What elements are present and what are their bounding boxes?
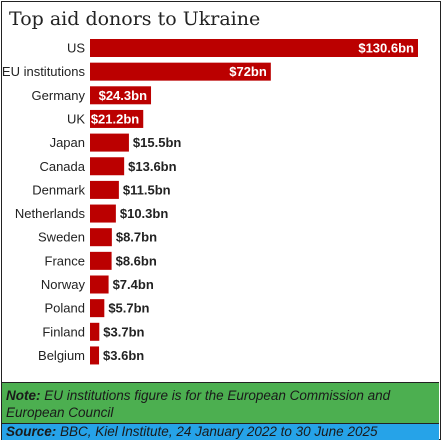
category-label: Canada [39, 159, 85, 174]
value-label: $72bn [229, 64, 267, 79]
note-lead: Note: [6, 388, 41, 403]
value-label: $3.7bn [103, 324, 144, 339]
bar [90, 251, 112, 270]
category-label: Norway [41, 277, 86, 292]
category-label: US [67, 41, 85, 56]
value-label: $8.7bn [116, 230, 157, 245]
category-label: UK [67, 111, 85, 126]
value-label: $10.3bn [120, 206, 168, 221]
category-label: Japan [50, 135, 85, 150]
value-label: $15.5bn [133, 135, 181, 150]
category-label: Finland [42, 324, 85, 339]
category-label: France [45, 253, 85, 268]
value-label: $21.2bn [91, 111, 139, 126]
bar [90, 39, 418, 57]
note-text: EU institutions figure is for the Europe… [6, 388, 391, 420]
source-lead: Source: [6, 424, 57, 439]
category-label: Sweden [38, 230, 85, 245]
bar [90, 109, 144, 128]
value-label: $8.6bn [116, 253, 157, 268]
source-text: BBC, Kiel Institute, 24 January 2022 to … [56, 424, 378, 439]
bar [90, 275, 109, 294]
category-label: Denmark [32, 182, 85, 197]
value-label: $24.3bn [99, 88, 147, 103]
source-box: Source: BBC, Kiel Institute, 24 January … [2, 424, 439, 440]
category-label: Germany [32, 88, 86, 103]
bar [90, 157, 125, 176]
bar [90, 133, 129, 152]
value-label: $13.6bn [128, 159, 176, 174]
category-label: Poland [45, 301, 85, 316]
category-label: EU institutions [2, 64, 86, 79]
value-label: $3.6bn [103, 348, 144, 363]
note-box: Note: EU institutions figure is for the … [2, 382, 439, 424]
value-label: $11.5bn [123, 182, 171, 197]
category-label: Netherlands [15, 206, 86, 221]
chart-title: Top aid donors to Ukraine [9, 8, 261, 30]
category-label: Belgium [38, 348, 85, 363]
bar [90, 299, 105, 318]
bar [90, 322, 100, 341]
bar [90, 62, 271, 81]
bar [90, 228, 112, 247]
bar [90, 86, 152, 105]
bar-chart: US $130.6bn EU institutions $72bn Germany $24… [2, 39, 418, 365]
value-label: $5.7bn [108, 301, 149, 316]
bar [90, 204, 116, 223]
bar [90, 180, 119, 199]
value-label: $130.6bn [358, 41, 414, 56]
bar [90, 346, 100, 365]
value-label: $7.4bn [113, 277, 154, 292]
